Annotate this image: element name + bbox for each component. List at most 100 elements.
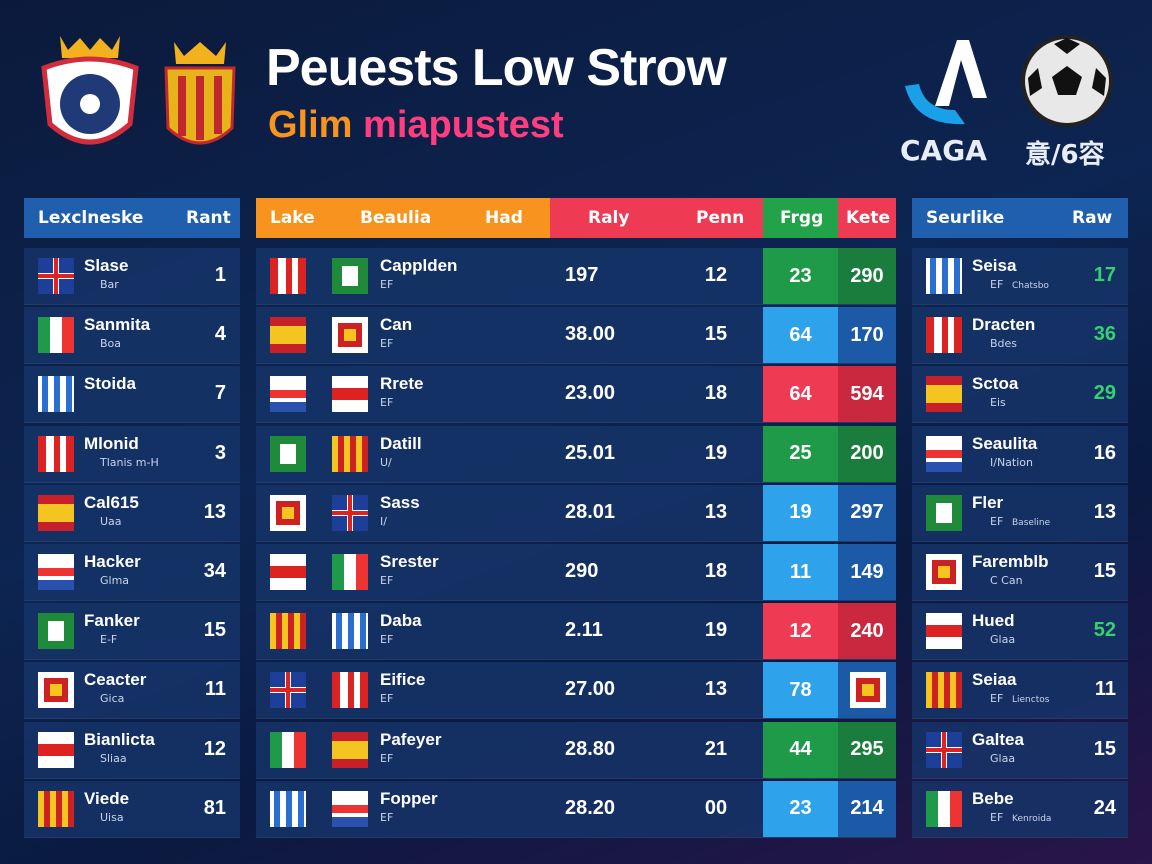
flag [926,435,962,472]
frgg: 12 [763,603,838,660]
raly: 25.01 [565,441,616,464]
flag-part [934,317,942,354]
kete: 297 [838,484,896,541]
team-note: Chatsbo [1012,281,1049,291]
flag-part [942,258,948,294]
raly: 27.00 [565,678,616,701]
flag-part [926,625,962,638]
table-row [24,307,240,365]
club-crest [41,36,139,145]
flag [332,376,368,413]
ball-patch [80,94,100,114]
flag-part [62,317,74,354]
flag [270,731,306,768]
flag [270,317,306,354]
team-sub: Glaa [990,633,1016,647]
brand-logo [905,40,987,125]
team-name: Rrete [380,374,424,394]
team-sub: Tlanis m-H [100,455,159,469]
flag [38,435,74,472]
flag-part [338,435,344,472]
flag [926,554,962,590]
ball-icon [1021,35,1113,127]
table-row [912,662,1128,720]
column-header: Kete [846,208,891,228]
team-name: Sanmita [84,315,151,335]
frgg: 11 [763,544,838,600]
rank: 3 [214,441,226,464]
flag-part [48,621,64,642]
flag [270,258,306,294]
flag-part [926,449,962,458]
flag [926,376,962,413]
flag-part [44,790,50,827]
team-sub: EF [990,514,1004,528]
flag-part [350,435,356,472]
raly: 290 [565,560,599,582]
team-name: Sctoa [972,374,1019,394]
stripe [196,76,204,140]
flag-part [60,435,66,472]
flag [926,672,962,709]
flag-part [282,506,294,519]
flag-part [300,613,306,650]
flag [270,554,306,590]
crown [174,42,226,64]
kete: 295 [838,721,896,778]
flag-part [66,376,72,413]
flag-part [332,816,368,827]
flag-part [298,790,304,827]
penn: 13 [704,500,728,523]
raw: 15 [1093,560,1116,582]
flag-part [926,790,938,827]
flag [332,317,368,354]
raly: 28.01 [565,500,616,523]
team-name: Dracten [972,315,1036,335]
flag-part [38,435,74,472]
frgg: 23 [763,780,838,837]
flag-part [270,566,306,578]
team-name: Srester [380,552,439,571]
flag-part [332,510,368,515]
flag-part [930,258,936,294]
team-sub: I/ [380,514,387,528]
flag-part [950,790,962,827]
flag-part [926,461,962,472]
flag [332,554,368,590]
flag-part [362,435,368,472]
rank: 12 [203,737,226,760]
raw: 17 [1093,264,1116,286]
subtitle-part: Glim [268,104,353,146]
column-header: Rant [186,208,231,228]
flag-part [936,502,952,523]
flag-part [292,258,298,294]
flag [38,731,74,768]
penn: 18 [704,560,728,582]
team-sub: EF [380,810,394,824]
flag-part [270,402,306,413]
team-note: Lienctos [1012,695,1050,706]
flag-part [282,731,294,768]
team-name: Cal615 [84,492,139,512]
flag [38,613,74,650]
flag [332,790,368,827]
brand-name: CAGA [900,134,987,167]
flag-part [340,672,348,709]
stripe [214,76,222,134]
frgg: 23 [763,248,838,304]
flag-part [948,317,954,354]
team-note: Kenroida [1012,813,1052,824]
raly: 28.20 [565,796,616,819]
column-header: Raw [1072,208,1113,228]
column-header: Had [485,208,523,228]
stripe [178,76,186,136]
flag-part [926,747,962,752]
team-sub: Uisa [100,810,124,824]
flag [38,376,74,413]
flag-part [280,443,296,464]
flag-part [944,672,950,709]
flag [926,731,962,768]
raly: 28.80 [565,737,616,760]
team-name: Mlonid [84,433,139,453]
flag-part [332,740,368,759]
